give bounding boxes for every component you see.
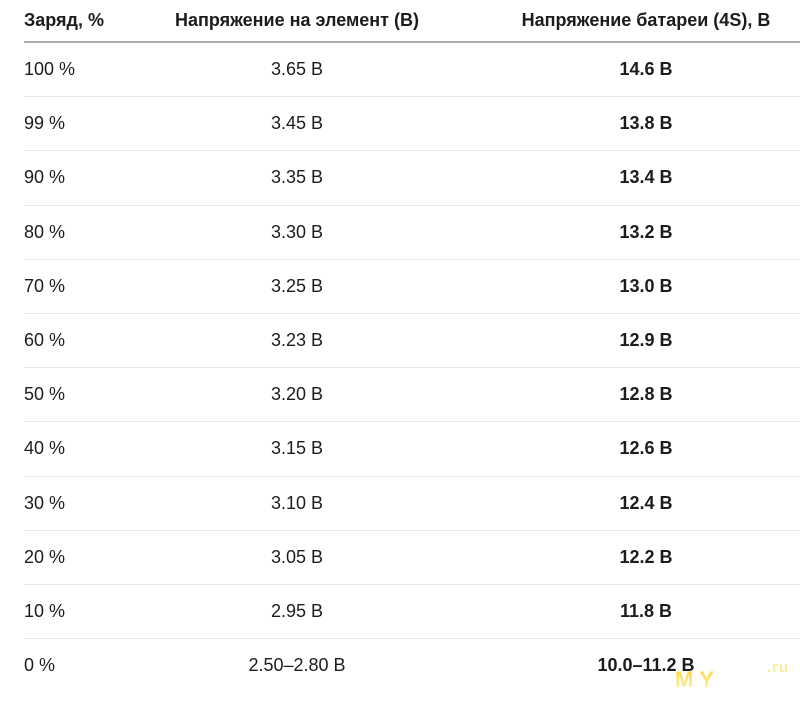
charge-cell: 99 % bbox=[24, 113, 66, 134]
cell-voltage-cell: 3.15 В bbox=[270, 438, 324, 459]
cell-voltage-cell: 3.25 В bbox=[270, 275, 324, 296]
cell-voltage-cell: 2.50–2.80 В bbox=[248, 655, 346, 676]
battery-voltage-cell: 14.6 В bbox=[619, 59, 673, 80]
table-row: 70 % 3.25 В 13.0 В bbox=[24, 260, 800, 314]
table-header-row: Заряд, % Напряжение на элемент (В) Напря… bbox=[24, 0, 800, 43]
watermark-site-domain: .ru bbox=[767, 659, 790, 676]
table-row: 100 % 3.65 В 14.6 В bbox=[24, 43, 800, 98]
charge-cell: 40 % bbox=[24, 438, 66, 459]
cell-voltage-cell: 3.05 В bbox=[270, 546, 324, 567]
table-row: 80 % 3.30 В 13.2 В bbox=[24, 206, 800, 260]
charge-cell: 10 % bbox=[24, 600, 66, 621]
table-row: 0 % 2.50–2.80 В 10.0–11.2 В bbox=[24, 639, 800, 692]
header-cell-voltage: Напряжение на элемент (В) bbox=[175, 10, 419, 30]
charge-cell: 60 % bbox=[24, 330, 66, 351]
charge-cell: 50 % bbox=[24, 384, 66, 405]
table-row: 10 % 2.95 В 11.8 В bbox=[24, 585, 800, 640]
cell-voltage-cell: 3.65 В bbox=[270, 59, 324, 80]
watermark-site-logo: MY bbox=[675, 667, 720, 692]
charge-cell: 30 % bbox=[24, 492, 66, 513]
charge-cell: 90 % bbox=[24, 167, 66, 188]
charge-cell: 0 % bbox=[24, 655, 56, 676]
header-charge: Заряд, % bbox=[24, 10, 104, 30]
battery-voltage-cell: 12.4 В bbox=[619, 492, 673, 513]
cell-voltage-cell: 3.35 В bbox=[270, 167, 324, 188]
table-row: 40 % 3.15 В 12.6 В bbox=[24, 422, 800, 477]
battery-voltage-cell: 13.4 В bbox=[619, 167, 673, 188]
table-row: 20 % 3.05 В 12.2 В bbox=[24, 531, 800, 585]
battery-voltage-cell: 13.8 В bbox=[619, 113, 673, 134]
cell-voltage-cell: 2.95 В bbox=[270, 600, 324, 621]
charge-cell: 80 % bbox=[24, 221, 66, 242]
table-row: 30 % 3.10 В 12.4 В bbox=[24, 477, 800, 531]
battery-voltage-cell: 12.6 В bbox=[619, 438, 673, 459]
cell-voltage-cell: 3.23 В bbox=[270, 330, 324, 351]
battery-voltage-table: Заряд, % Напряжение на элемент (В) Напря… bbox=[24, 0, 800, 692]
battery-voltage-cell: 11.8 В bbox=[619, 600, 673, 621]
battery-voltage-cell: 13.2 В bbox=[619, 221, 673, 242]
header-battery-voltage: Напряжение батареи (4S), В bbox=[521, 10, 771, 30]
cell-voltage-cell: 3.10 В bbox=[270, 492, 324, 513]
cell-voltage-cell: 3.20 В bbox=[270, 384, 324, 405]
table-row: 60 % 3.23 В 12.9 В bbox=[24, 314, 800, 369]
table-row: 99 % 3.45 В 13.8 В bbox=[24, 97, 800, 152]
cell-voltage-cell: 3.30 В bbox=[270, 221, 324, 242]
table-row: 50 % 3.20 В 12.8 В bbox=[24, 368, 800, 423]
battery-voltage-cell: 12.2 В bbox=[619, 546, 673, 567]
battery-voltage-cell: 10.0–11.2 В bbox=[597, 655, 695, 676]
charge-cell: 20 % bbox=[24, 546, 66, 567]
battery-voltage-cell: 12.8 В bbox=[619, 384, 673, 405]
battery-voltage-cell: 13.0 В bbox=[619, 275, 673, 296]
charge-cell: 70 % bbox=[24, 275, 66, 296]
battery-voltage-cell: 12.9 В bbox=[619, 330, 673, 351]
cell-voltage-cell: 3.45 В bbox=[270, 113, 324, 134]
charge-cell: 100 % bbox=[24, 59, 76, 80]
table-row: 90 % 3.35 В 13.4 В bbox=[24, 151, 800, 206]
